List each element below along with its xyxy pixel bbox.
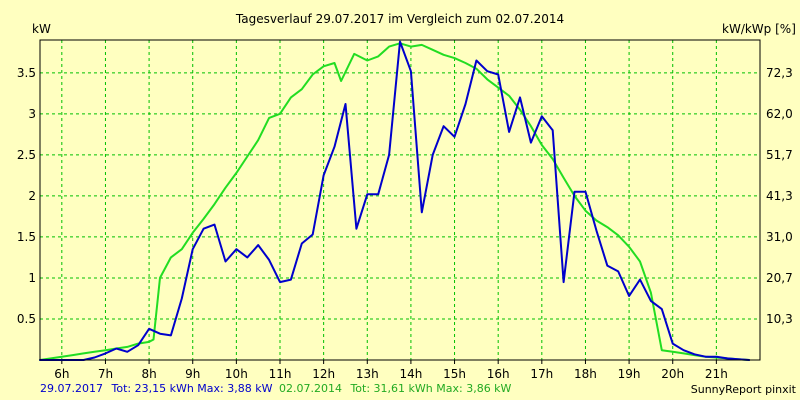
x-tick-label: 16h [487,367,510,381]
x-tick-label: 14h [399,367,422,381]
y-tick-label-left: 2 [28,189,36,203]
y-tick-label-right: 51,7 [766,148,793,162]
x-tick-label: 15h [443,367,466,381]
grid [40,40,760,360]
y-tick-label-left: 2.5 [17,148,36,162]
y-tick-label-right: 10,3 [766,312,793,326]
series-lines [39,40,751,361]
tick-labels: 6h 7h 8h 9h 10h 11h 12h 13h 14h 15h 16h 17h 18h 19h 20… [17,66,793,381]
plot-area-border [39,39,761,361]
y-tick-label-right: 72,3 [766,66,793,80]
x-tick-label: 13h [356,367,379,381]
y-tick-label-left: 1.5 [17,230,36,244]
x-tick-label: 11h [269,367,292,381]
y-tick-label-left: 3 [28,107,36,121]
x-tick-label: 17h [530,367,553,381]
y-tick-label-right: 41,3 [766,189,793,203]
y-tick-label-left: 1 [28,271,36,285]
series-line-s2017 [39,40,751,361]
x-tick-label: 18h [574,367,597,381]
x-tick-label: 8h [141,367,156,381]
y-tick-label-left: 0.5 [17,312,36,326]
footer-legend: 29.07.2017 Tot: 23,15 kWh Max: 3,88 kW 0… [40,382,512,395]
footer-green-stats: Tot: 31,61 kWh Max: 3,86 kW [349,382,511,395]
y-axis-right-label: kW/kWp [%] [722,22,796,36]
x-tick-label: 9h [185,367,200,381]
footer-blue-stats: Tot: 23,15 kWh Max: 3,88 kW [110,382,272,395]
y-tick-label-left: 3.5 [17,66,36,80]
x-tick-label: 21h [705,367,728,381]
footer-brand: SunnyReport pinxit [691,383,797,396]
x-tick-label: 12h [312,367,335,381]
x-tick-label: 19h [618,367,641,381]
footer-green-date: 02.07.2014 [279,382,342,395]
x-tick-label: 6h [54,367,69,381]
x-tick-label: 20h [661,367,684,381]
footer-blue-date: 29.07.2017 [40,382,103,395]
y-axis-left-label: kW [32,22,51,36]
series-line-s2014 [39,42,751,361]
y-tick-label-right: 62,0 [766,107,793,121]
y-tick-label-right: 31,0 [766,230,793,244]
x-tick-label: 7h [98,367,113,381]
x-tick-label: 10h [225,367,248,381]
chart-title: Tagesverlauf 29.07.2017 im Vergleich zum… [235,12,564,26]
y-tick-label-right: 20,7 [766,271,793,285]
